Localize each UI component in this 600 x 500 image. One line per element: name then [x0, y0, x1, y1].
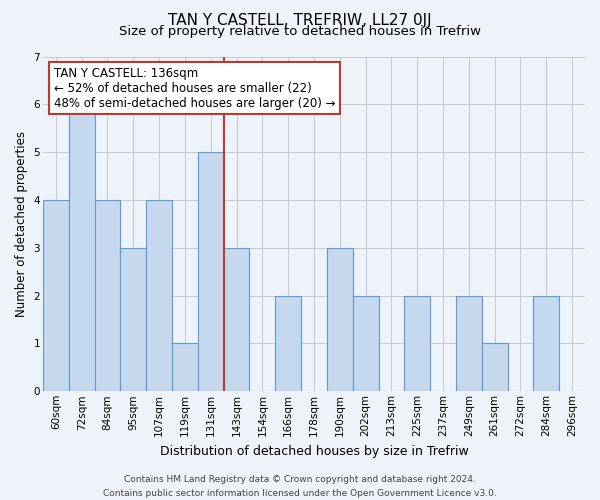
- Bar: [404, 296, 430, 392]
- Bar: [224, 248, 250, 392]
- Y-axis label: Number of detached properties: Number of detached properties: [15, 131, 28, 317]
- Bar: [95, 200, 121, 392]
- Bar: [482, 344, 508, 392]
- Text: Size of property relative to detached houses in Trefriw: Size of property relative to detached ho…: [119, 25, 481, 38]
- Bar: [327, 248, 353, 392]
- Bar: [198, 152, 224, 392]
- Bar: [353, 296, 379, 392]
- Bar: [43, 200, 69, 392]
- Bar: [69, 104, 95, 392]
- Bar: [456, 296, 482, 392]
- Bar: [275, 296, 301, 392]
- Bar: [533, 296, 559, 392]
- Bar: [172, 344, 198, 392]
- Text: Contains HM Land Registry data © Crown copyright and database right 2024.
Contai: Contains HM Land Registry data © Crown c…: [103, 476, 497, 498]
- Bar: [146, 200, 172, 392]
- X-axis label: Distribution of detached houses by size in Trefriw: Distribution of detached houses by size …: [160, 444, 469, 458]
- Bar: [121, 248, 146, 392]
- Text: TAN Y CASTELL: 136sqm
← 52% of detached houses are smaller (22)
48% of semi-deta: TAN Y CASTELL: 136sqm ← 52% of detached …: [54, 66, 335, 110]
- Text: TAN Y CASTELL, TREFRIW, LL27 0JJ: TAN Y CASTELL, TREFRIW, LL27 0JJ: [168, 12, 432, 28]
